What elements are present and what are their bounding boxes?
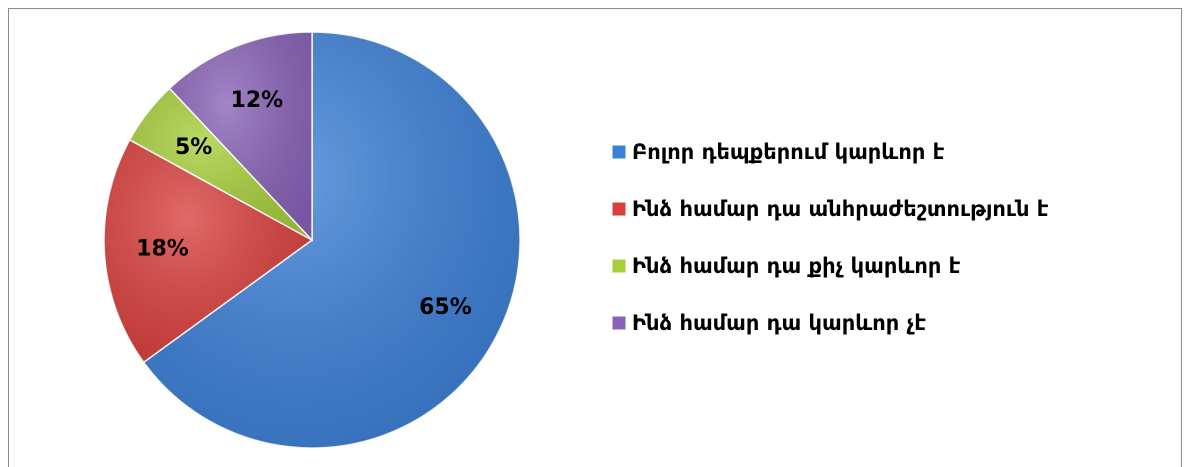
data-label: 12% <box>231 88 284 113</box>
legend: Բոլոր դեպքերում կարևոր է Ինձ համար դա անհ… <box>611 140 1049 335</box>
data-label: 18% <box>136 236 189 261</box>
legend-swatch <box>611 315 627 331</box>
legend-label: Բոլոր դեպքերում կարևոր է <box>632 140 945 164</box>
legend-swatch <box>611 144 627 160</box>
legend-swatch <box>611 258 627 274</box>
legend-label: Ինձ համար դա կարևոր չէ <box>632 311 926 335</box>
legend-swatch <box>611 201 627 217</box>
legend-label: Ինձ համար դա քիչ կարևոր է <box>632 254 961 278</box>
data-label: 5% <box>175 135 212 160</box>
data-labels: 65% 18% 5% 12% <box>136 88 472 320</box>
legend-label: Ինձ համար դա անհրաժեշտություն է <box>632 197 1049 221</box>
data-label: 65% <box>419 295 472 320</box>
